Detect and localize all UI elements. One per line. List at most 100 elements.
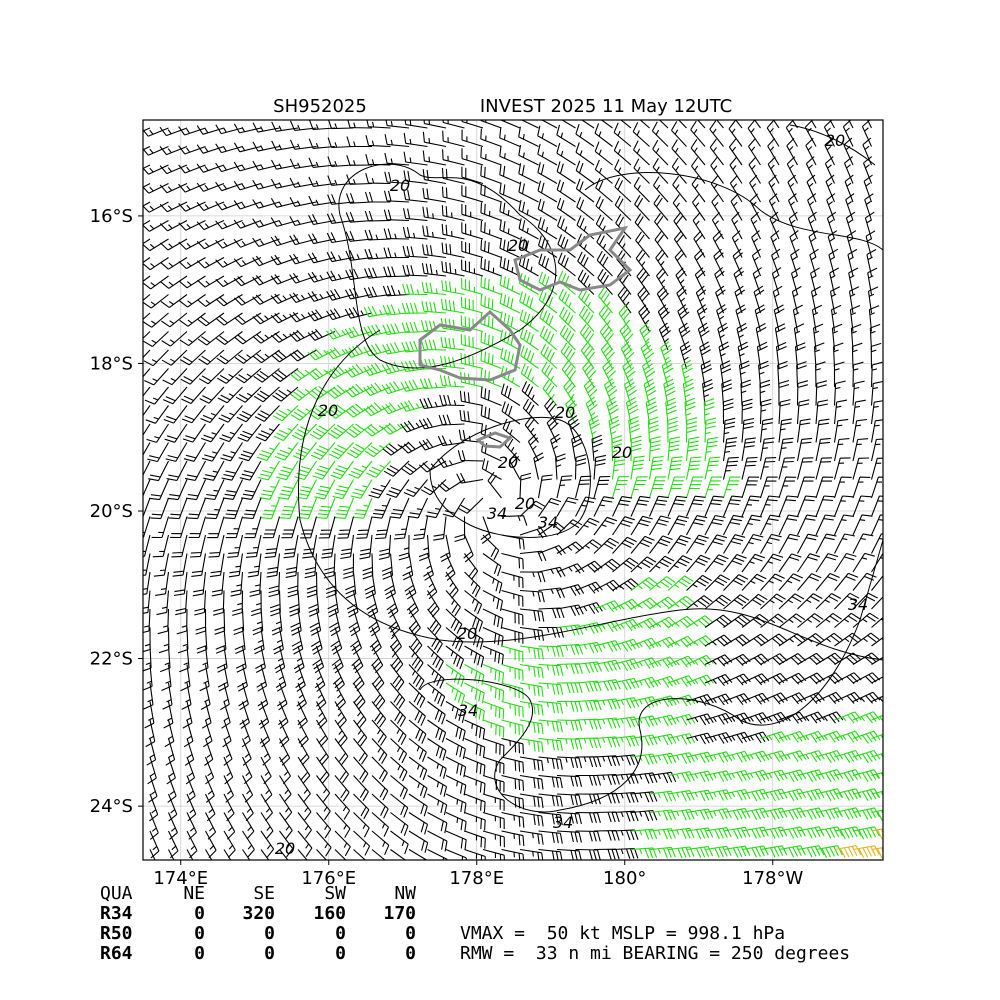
- wind-barb: [196, 182, 225, 192]
- wind-barb: [571, 434, 583, 462]
- wind-barb: [737, 341, 749, 369]
- wind-barb: [557, 252, 576, 277]
- wind-barb: [575, 160, 595, 184]
- wind-barb: [334, 497, 355, 519]
- wind-barb: [686, 595, 713, 610]
- wind-barb: [759, 476, 778, 499]
- wind-barb: [255, 645, 266, 673]
- wind-barb: [316, 682, 327, 711]
- wind-barb: [717, 322, 728, 351]
- wind-barb: [480, 183, 502, 203]
- wind-barb: [353, 830, 371, 856]
- wind-barb: [249, 571, 262, 597]
- wind-barb: [384, 571, 396, 600]
- wind-barb: [852, 612, 879, 628]
- wind-barb: [785, 120, 798, 147]
- wind-barb: [643, 378, 657, 406]
- wind-barb: [245, 534, 262, 558]
- wind-barb: [772, 285, 783, 314]
- wind-barb: [168, 849, 175, 860]
- wind-barb: [711, 193, 724, 221]
- wind-barb: [852, 632, 880, 647]
- wind-barb: [375, 516, 392, 540]
- wind-barb: [593, 475, 611, 499]
- wind-barb: [723, 574, 749, 591]
- wind-barb: [345, 193, 373, 204]
- wind-barb: [778, 788, 807, 801]
- wind-barb: [824, 137, 835, 166]
- wind-barb: [598, 305, 613, 332]
- wind-barb: [285, 553, 299, 578]
- wind-barb: [422, 150, 447, 166]
- wind-barb: [686, 808, 714, 820]
- wind-barb: [297, 701, 308, 729]
- wind-barb: [401, 302, 428, 314]
- wind-barb: [691, 175, 706, 203]
- wind-barb: [461, 222, 484, 240]
- wind-barb: [408, 719, 427, 744]
- wind-barb: [686, 574, 712, 591]
- wind-barb: [316, 793, 331, 821]
- wind-barb: [271, 608, 283, 636]
- wind-barb: [178, 201, 206, 212]
- wind-barb: [815, 495, 835, 517]
- island: [475, 431, 513, 449]
- wind-barb: [160, 294, 188, 309]
- wind-barb: [612, 677, 640, 691]
- wind-barb: [678, 322, 691, 351]
- wind-barb: [143, 405, 151, 417]
- wind-barb: [778, 533, 801, 554]
- wind-barb: [704, 476, 723, 499]
- wind-barb: [382, 342, 410, 355]
- wind-barb: [260, 793, 273, 821]
- wind-barb: [363, 305, 391, 318]
- wind-barb: [346, 442, 373, 459]
- wind-barb: [704, 574, 730, 591]
- wind-barb: [197, 312, 225, 327]
- wind-barb: [398, 534, 410, 561]
- wind-barb: [252, 331, 280, 344]
- wind-barb: [274, 645, 286, 674]
- wind-barb: [633, 176, 650, 203]
- wind-barb: [760, 711, 788, 724]
- wind-barb: [331, 645, 344, 674]
- wind-barb: [180, 368, 206, 385]
- wind-barb: [287, 571, 299, 598]
- wind-barb: [233, 608, 245, 636]
- wind-barb: [852, 826, 880, 840]
- wind-barb: [704, 673, 733, 687]
- wind-barb: [307, 291, 336, 302]
- wind-barb: [614, 195, 632, 221]
- wind-barb: [180, 349, 206, 366]
- wind-barb: [196, 201, 225, 212]
- wind-barb: [223, 738, 233, 766]
- wind-barb: [440, 336, 465, 351]
- wind-barb: [290, 405, 317, 421]
- wind-barb: [796, 495, 817, 517]
- wind-barb: [612, 754, 639, 766]
- contour-label: 34: [553, 813, 573, 832]
- wind-barb: [316, 812, 332, 839]
- wind-barb: [667, 436, 681, 462]
- wind-barb: [403, 479, 428, 498]
- wind-barb: [709, 120, 724, 147]
- wind-barb: [276, 682, 288, 711]
- wind-barb: [173, 571, 188, 597]
- wind-barb: [652, 158, 669, 184]
- wind-barb: [807, 193, 817, 221]
- wind-barb: [612, 618, 640, 631]
- wind-barb: [148, 775, 158, 803]
- wind-barb: [143, 590, 151, 614]
- wind-barb: [759, 495, 780, 517]
- wind-barb: [427, 719, 447, 743]
- wind-barb: [309, 423, 336, 440]
- wind-barb: [723, 534, 746, 554]
- wind-barb: [714, 267, 725, 295]
- wind-barb: [234, 349, 262, 364]
- wind-barb: [459, 390, 484, 407]
- wind-barb: [433, 516, 447, 541]
- wind-barb: [382, 285, 410, 297]
- wind-barb: [480, 386, 502, 407]
- wind-barb: [334, 682, 346, 711]
- wind-barb: [445, 756, 467, 778]
